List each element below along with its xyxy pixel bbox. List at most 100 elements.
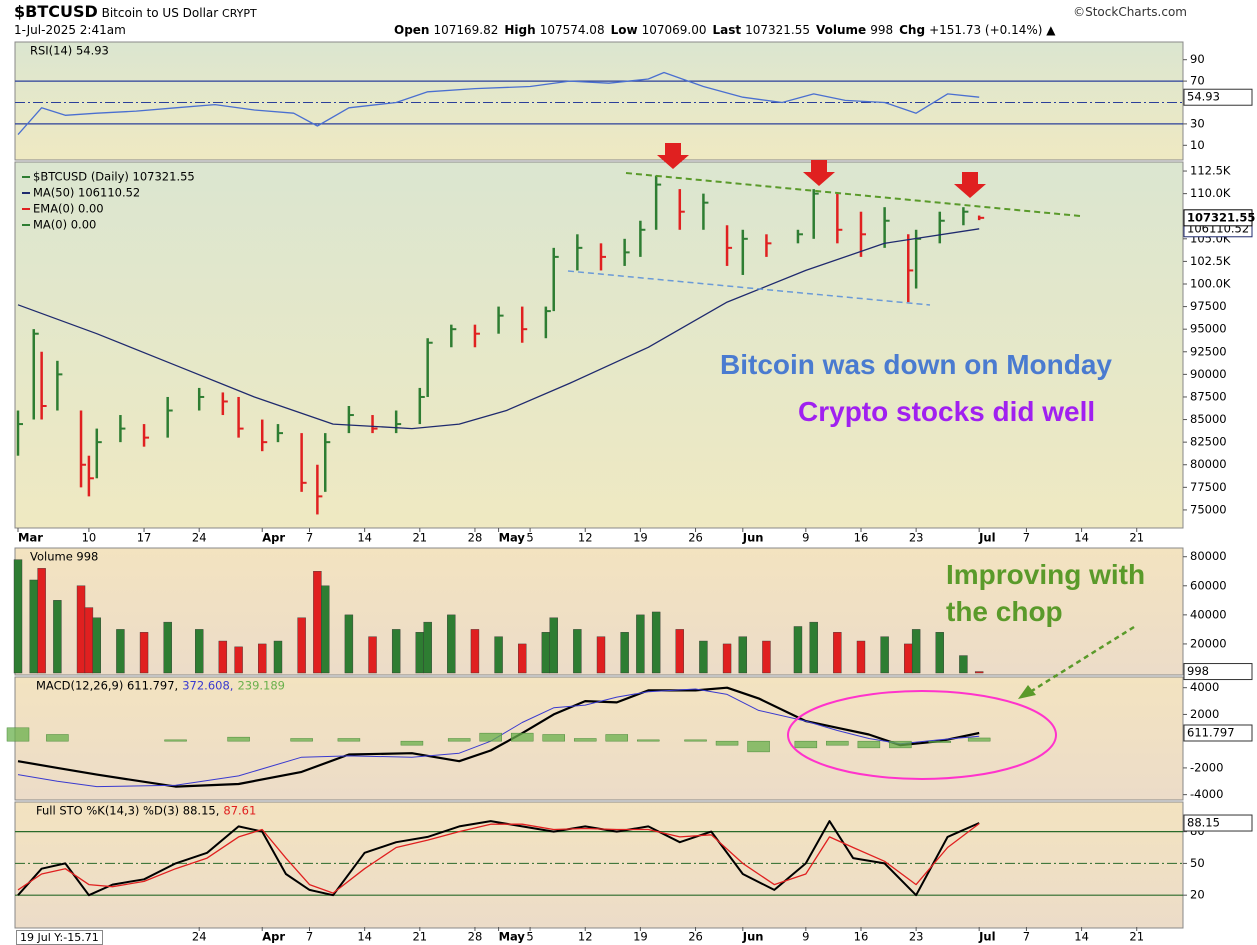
value-box-label: 88.15 xyxy=(1187,816,1220,830)
legend-label: 372.608, xyxy=(182,679,233,693)
panel-title: RSI(14) 54.93 xyxy=(30,44,109,58)
date: 1-Jul-2025 2:41am xyxy=(14,23,126,37)
value-box-label: 54.93 xyxy=(1187,90,1220,104)
volume-bar xyxy=(139,632,149,674)
volume-bar xyxy=(76,585,86,674)
panel-background xyxy=(14,676,1184,801)
histogram-bar xyxy=(715,740,739,746)
legend-label: MACD(12,26,9) 611.797, xyxy=(36,679,178,693)
x-tick-label: 14 xyxy=(1074,531,1089,545)
histogram-bar xyxy=(164,739,187,742)
volume-bar xyxy=(541,632,551,674)
annotation: Bitcoin was down on Monday xyxy=(720,349,1112,380)
x-tick-label: 21 xyxy=(1129,531,1144,545)
legend-label: MA(0) 0.00 xyxy=(33,218,96,232)
volume-bar xyxy=(793,626,803,674)
histogram-bar xyxy=(6,727,30,742)
quote-row: Open 107169.82 High 107574.08 Low 107069.00 La… xyxy=(388,23,1056,37)
quote-value: 107069.00 xyxy=(641,23,707,37)
volume-bar xyxy=(163,621,172,674)
x-tick-label: 19 xyxy=(633,531,648,545)
x-tick-label: 24 xyxy=(192,930,207,944)
quote-value: 107574.08 xyxy=(539,23,605,37)
volume-bar xyxy=(699,640,708,674)
histogram-bar xyxy=(637,739,660,742)
x-tick-label: 5 xyxy=(526,531,533,545)
x-tick-label: 28 xyxy=(468,930,483,944)
volume-bar xyxy=(833,632,842,674)
x-tick-label: 23 xyxy=(909,531,924,545)
x-tick-label: Mar xyxy=(18,531,43,545)
y-tick-label: 112.5K xyxy=(1190,164,1231,178)
y-tick-label: 92500 xyxy=(1190,344,1227,358)
y-tick-label: 95000 xyxy=(1190,322,1227,336)
value-box-label: 998 xyxy=(1187,664,1209,678)
volume-bar xyxy=(911,629,921,674)
value-box-label: 107321.55 xyxy=(1187,210,1255,224)
value-box xyxy=(1183,663,1253,681)
plot-layer: 10 30 70 90 RSI(14) 54.93 54.93 75000 77500 8000… xyxy=(6,44,1255,944)
y-tick-label: 80000 xyxy=(1190,549,1227,563)
exchange: CRYPT xyxy=(222,7,257,20)
histogram-bar xyxy=(227,736,250,742)
x-tick-label: 12 xyxy=(578,930,593,944)
volume-bar xyxy=(116,629,125,674)
x-tick-label: 28 xyxy=(468,531,483,545)
x-tick-label: May xyxy=(499,930,526,944)
y-tick-label: -4000 xyxy=(1190,787,1223,801)
quote-value: 998 xyxy=(870,23,894,37)
volume-bar xyxy=(368,636,377,674)
histogram-bar xyxy=(573,738,597,742)
x-tick-label: 26 xyxy=(688,531,703,545)
volume-bar xyxy=(321,585,330,674)
volume-bar xyxy=(494,636,503,674)
x-tick-label: 23 xyxy=(909,930,924,944)
y-tick-label: 70 xyxy=(1190,74,1205,88)
histogram-bar xyxy=(794,740,818,749)
volume-bar xyxy=(273,640,283,674)
y-tick-label: 102.5K xyxy=(1190,254,1231,268)
panel-background xyxy=(14,161,1184,529)
y-tick-label: 4000 xyxy=(1190,680,1219,694)
x-tick-label: 7 xyxy=(1023,531,1030,545)
volume-bar xyxy=(344,614,354,674)
volume-bar xyxy=(218,640,228,674)
quote-label: Chg xyxy=(899,23,926,37)
x-tick-label: Apr xyxy=(262,531,285,545)
volume-bar xyxy=(620,632,629,674)
panel-background xyxy=(14,801,1184,929)
x-tick-label: 16 xyxy=(854,930,869,944)
value-box xyxy=(1183,209,1253,227)
volume-bar xyxy=(651,611,661,674)
volume-bar xyxy=(974,671,984,674)
value-box xyxy=(1183,724,1253,742)
x-tick-label: 17 xyxy=(137,531,152,545)
annotation: Crypto stocks did well xyxy=(798,396,1096,427)
volume-bar xyxy=(447,614,456,674)
panel-title: Volume 998 xyxy=(30,550,98,564)
x-tick-label: 7 xyxy=(306,930,313,944)
volume-bar xyxy=(762,640,771,674)
volume-bar xyxy=(880,636,889,674)
y-tick-label: 30 xyxy=(1190,116,1205,130)
histogram-bar xyxy=(510,732,534,742)
volume-bar xyxy=(809,621,818,674)
y-tick-label: 75000 xyxy=(1190,502,1227,516)
volume-bar xyxy=(596,636,606,674)
x-tick-label: 14 xyxy=(1074,930,1089,944)
legend-label: MA(50) 106110.52 xyxy=(33,186,140,200)
value-box xyxy=(1183,814,1253,832)
arrow-head xyxy=(1018,685,1036,699)
y-tick-label: 90000 xyxy=(1190,367,1227,381)
y-tick-label: 100.0K xyxy=(1190,277,1231,291)
volume-bar xyxy=(856,640,866,674)
histogram-bar xyxy=(684,739,707,742)
y-tick-label: 20000 xyxy=(1190,636,1227,650)
volume-bar xyxy=(391,629,401,674)
x-tick-label: 19 xyxy=(633,930,648,944)
histogram-bar xyxy=(826,740,849,746)
x-tick-label: May xyxy=(499,531,526,545)
x-tick-label: 7 xyxy=(1023,930,1030,944)
histogram-bar xyxy=(605,734,629,742)
